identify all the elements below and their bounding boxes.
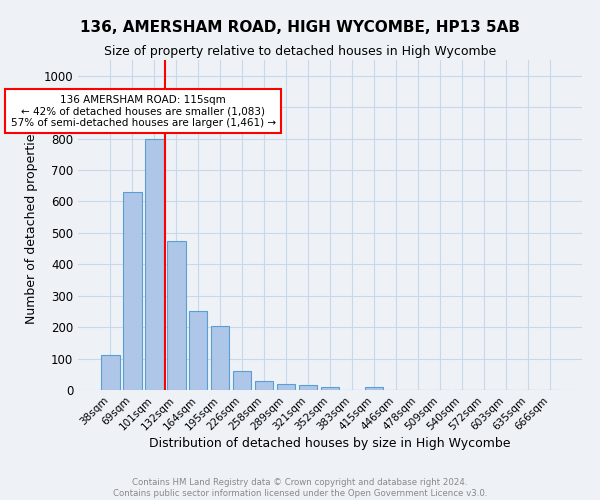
Text: 136 AMERSHAM ROAD: 115sqm
← 42% of detached houses are smaller (1,083)
57% of se: 136 AMERSHAM ROAD: 115sqm ← 42% of detac… — [11, 94, 276, 128]
Bar — [211, 326, 229, 390]
Bar — [299, 386, 317, 390]
Bar — [365, 387, 383, 390]
Text: 136, AMERSHAM ROAD, HIGH WYCOMBE, HP13 5AB: 136, AMERSHAM ROAD, HIGH WYCOMBE, HP13 5… — [80, 20, 520, 35]
Y-axis label: Number of detached properties: Number of detached properties — [25, 126, 38, 324]
Bar — [167, 240, 185, 390]
Text: Size of property relative to detached houses in High Wycombe: Size of property relative to detached ho… — [104, 45, 496, 58]
Bar — [277, 384, 295, 390]
X-axis label: Distribution of detached houses by size in High Wycombe: Distribution of detached houses by size … — [149, 438, 511, 450]
Bar — [320, 387, 340, 390]
Bar — [189, 312, 208, 390]
Text: Contains HM Land Registry data © Crown copyright and database right 2024.
Contai: Contains HM Land Registry data © Crown c… — [113, 478, 487, 498]
Bar — [101, 356, 119, 390]
Bar — [145, 138, 164, 390]
Bar — [123, 192, 142, 390]
Bar — [255, 381, 274, 390]
Bar — [233, 371, 251, 390]
